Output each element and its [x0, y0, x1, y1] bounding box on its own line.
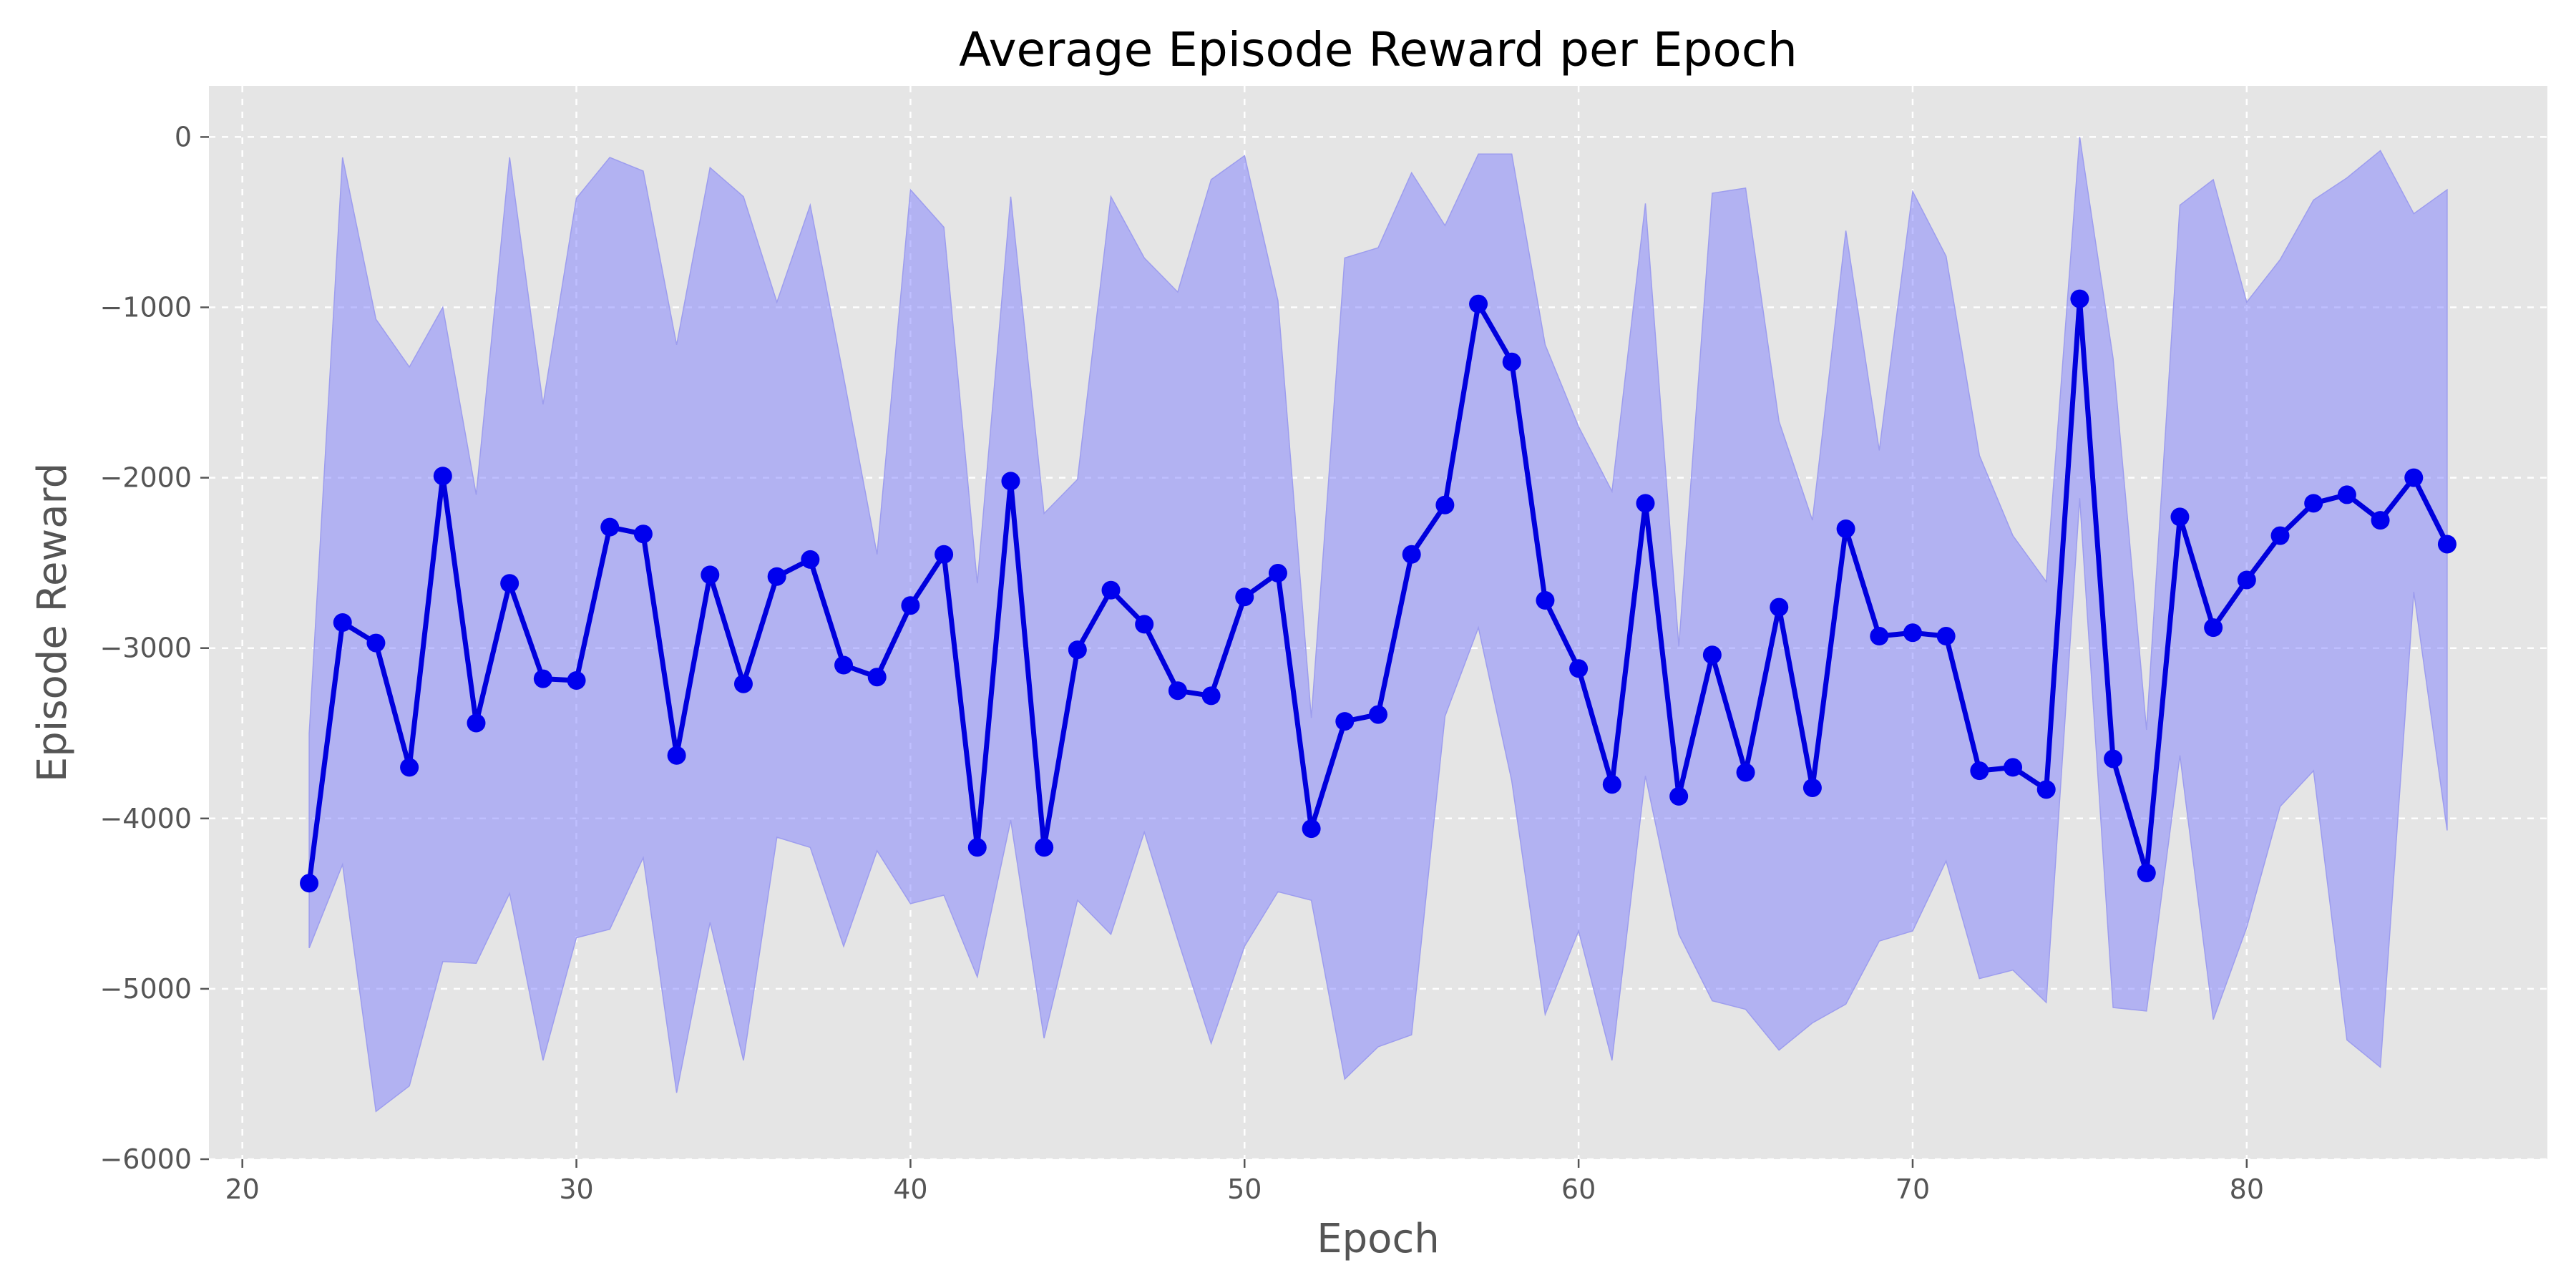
- data-point: [1135, 615, 1154, 634]
- data-point: [2237, 570, 2256, 590]
- data-point: [2437, 535, 2457, 554]
- data-point: [1903, 623, 1922, 643]
- data-point: [1268, 563, 1287, 582]
- data-point: [1235, 587, 1254, 607]
- data-point: [2137, 864, 2156, 882]
- y-tick-label: −5000: [99, 973, 192, 1005]
- data-point: [366, 633, 386, 653]
- data-point: [300, 874, 319, 893]
- y-tick-label: −1000: [99, 292, 192, 323]
- data-point: [600, 517, 620, 537]
- data-point: [901, 596, 920, 615]
- data-point: [1402, 545, 1421, 564]
- data-point: [1001, 472, 1020, 491]
- data-point: [1469, 294, 1488, 313]
- x-tick-label: 70: [1896, 1174, 1930, 1205]
- chart-title: Average Episode Reward per Epoch: [959, 22, 1797, 77]
- y-axis-label: Episode Reward: [29, 463, 76, 782]
- data-point: [2337, 485, 2356, 504]
- data-point: [1669, 786, 1689, 806]
- y-tick-label: −3000: [99, 633, 192, 664]
- data-point: [1168, 681, 1187, 701]
- data-point: [935, 545, 954, 564]
- data-point: [1636, 494, 1655, 513]
- data-point: [1970, 761, 1989, 781]
- data-point: [1802, 778, 1822, 797]
- data-point: [633, 525, 653, 544]
- data-point: [1936, 627, 1956, 646]
- data-point: [2404, 468, 2424, 487]
- y-tick-label: −6000: [99, 1143, 192, 1175]
- data-point: [1435, 495, 1455, 514]
- data-point: [1569, 659, 1589, 678]
- data-point: [2304, 494, 2323, 513]
- data-point: [433, 467, 452, 486]
- x-axis-ticks: 20 30 40 50 60 70 80: [225, 1159, 2264, 1205]
- data-point: [1836, 519, 1855, 539]
- data-point: [1870, 627, 1889, 646]
- y-tick-label: −2000: [99, 462, 192, 494]
- x-tick-label: 80: [2230, 1174, 2264, 1205]
- data-point: [1736, 763, 1755, 782]
- data-point: [867, 668, 887, 687]
- data-point: [1536, 591, 1555, 610]
- data-point: [1201, 686, 1221, 706]
- data-point: [1335, 712, 1355, 731]
- x-tick-label: 50: [1227, 1174, 1262, 1205]
- data-point: [500, 574, 519, 593]
- data-point: [701, 565, 720, 585]
- data-point: [801, 550, 820, 569]
- data-point: [1602, 775, 1621, 794]
- x-tick-label: 20: [225, 1174, 260, 1205]
- data-point: [467, 713, 486, 733]
- data-point: [733, 674, 753, 693]
- data-point: [1068, 640, 1087, 660]
- data-point: [667, 746, 686, 765]
- x-axis-label: Epoch: [1317, 1216, 1439, 1262]
- y-axis-ticks: 0 −1000 −2000 −3000 −4000 −5000 −6000: [99, 121, 209, 1175]
- data-point: [333, 613, 352, 632]
- data-point: [1702, 645, 1722, 665]
- data-point: [2036, 780, 2056, 799]
- data-point: [1101, 580, 1121, 600]
- data-point: [1502, 352, 1521, 371]
- y-tick-label: −4000: [99, 803, 192, 834]
- data-point: [400, 758, 419, 777]
- x-tick-label: 40: [893, 1174, 927, 1205]
- data-point: [967, 838, 987, 857]
- data-point: [834, 655, 854, 675]
- data-point: [567, 670, 586, 690]
- data-point: [2070, 289, 2089, 308]
- data-point: [2270, 526, 2290, 545]
- data-point: [767, 567, 786, 586]
- data-point: [2371, 511, 2390, 530]
- x-tick-label: 60: [1561, 1174, 1596, 1205]
- reward-range-band: [308, 137, 2448, 1113]
- data-point: [1035, 838, 1054, 857]
- mean-reward-markers: [300, 289, 2457, 893]
- data-point: [1369, 705, 1387, 724]
- data-point: [2104, 749, 2123, 769]
- data-point: [1302, 819, 1321, 839]
- data-point: [2170, 507, 2190, 527]
- y-tick-label: 0: [175, 121, 192, 152]
- x-tick-label: 30: [559, 1174, 593, 1205]
- data-point: [533, 669, 552, 688]
- data-point: [1770, 597, 1789, 617]
- data-point: [2204, 618, 2223, 638]
- data-point: [2004, 758, 2023, 777]
